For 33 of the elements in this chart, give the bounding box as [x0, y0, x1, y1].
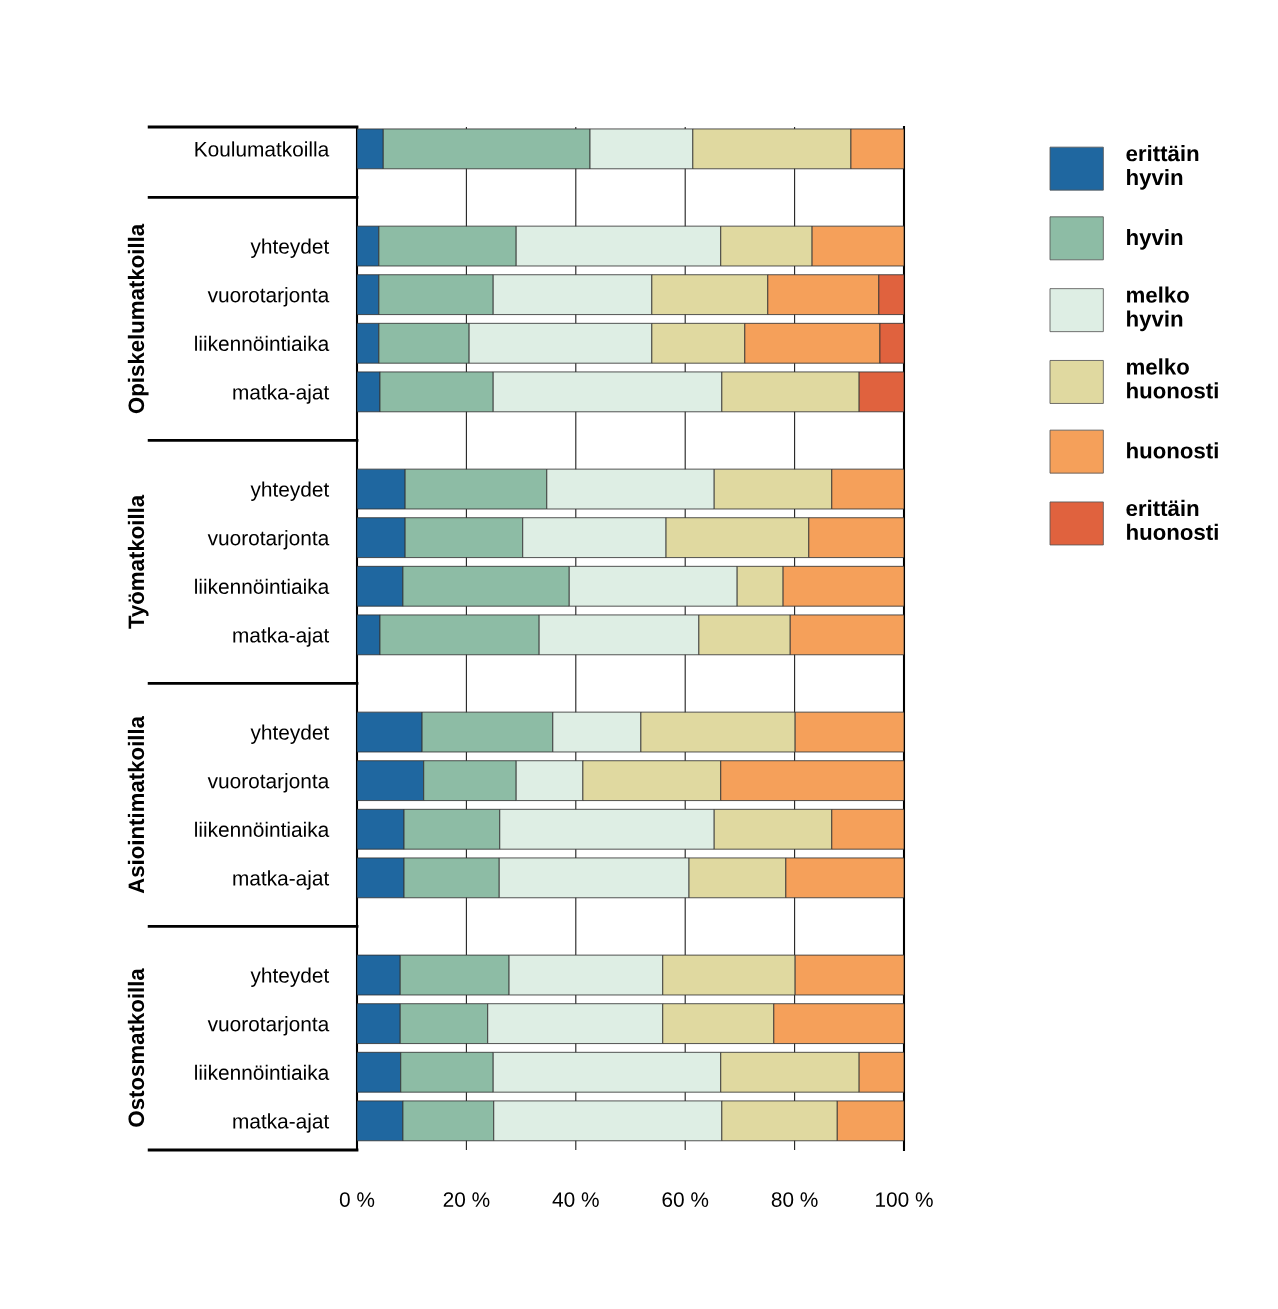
y-tick-label: vuorotarjonta: [207, 530, 330, 550]
legend-label: hyvin: [1127, 228, 1183, 250]
x-tick-label: 60 %: [662, 1192, 709, 1207]
x-tick-label: 40 %: [552, 1192, 599, 1207]
y-tick-label: vuorotarjonta: [207, 1016, 330, 1036]
y-tick-label: liikennöintiaika: [195, 821, 330, 837]
x-tick-label: 100 %: [876, 1192, 933, 1207]
text: Opiskelumatkoilla: [127, 223, 149, 414]
legend-label: melko hyvin: [1127, 286, 1189, 332]
legend-label: huonosti: [1127, 442, 1218, 459]
y-tick-label: vuorotarjonta: [207, 287, 330, 307]
text: Työmatkoilla: [127, 494, 149, 629]
y-tick-label: matka-ajat: [233, 627, 330, 647]
y-tick-label: matka-ajat: [233, 870, 330, 890]
y-tick-label: Koulumatkoilla: [195, 141, 330, 157]
y-tick-label: liikennöintiaika: [195, 1064, 330, 1080]
legend-label: melko huonosti: [1127, 358, 1218, 399]
y-tick-label: matka-ajat: [233, 384, 330, 404]
y-tick-label: vuorotarjonta: [207, 773, 330, 793]
x-tick-label: 80 %: [771, 1192, 818, 1207]
text: Asiointimatkoilla: [127, 715, 145, 894]
y-tick-label: matka-ajat: [233, 1113, 330, 1133]
y-tick-label: liikennöintiaika: [195, 335, 330, 352]
x-tick-label: 0 %: [339, 1192, 375, 1207]
legend-label: erittäin huonosti: [1126, 499, 1218, 541]
text: Ostosmatkoilla: [127, 968, 145, 1127]
y-tick-label: yhteydet: [250, 481, 330, 501]
y-tick-label: yhteydet: [250, 967, 330, 987]
x-tick-label: 20 %: [443, 1192, 490, 1207]
y-tick-label: yhteydet: [250, 724, 330, 744]
y-tick-label: yhteydet: [250, 238, 330, 258]
legend-label: erittäin hyvin: [1126, 145, 1199, 190]
y-tick-label: liikennöintiaika: [195, 578, 330, 595]
